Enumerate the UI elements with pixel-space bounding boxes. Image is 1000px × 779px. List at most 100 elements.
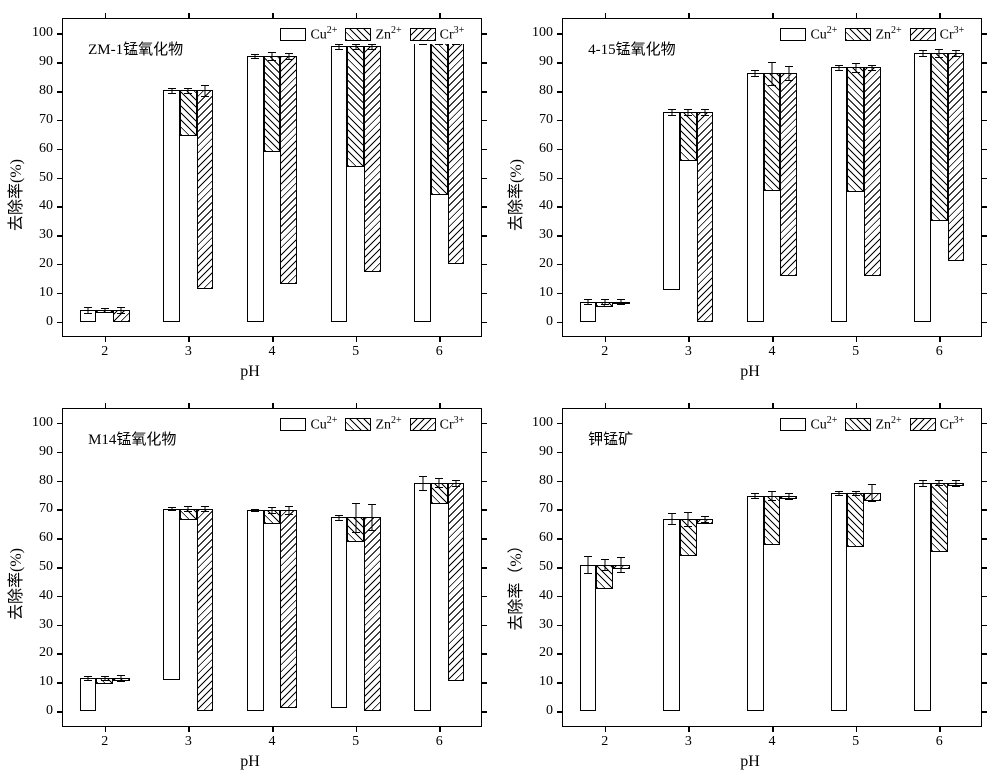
ytick bbox=[57, 235, 63, 237]
bar-cr bbox=[364, 46, 381, 272]
y-axis-label: 去除率（%） bbox=[502, 537, 526, 630]
bar-cr bbox=[864, 493, 881, 502]
bar-group bbox=[247, 56, 297, 336]
xtick bbox=[188, 13, 190, 19]
ytick-label: 40 bbox=[39, 198, 53, 214]
bar-zn bbox=[764, 73, 781, 191]
ytick bbox=[557, 682, 563, 684]
ytick-label: 0 bbox=[46, 314, 53, 330]
xtick-label: 5 bbox=[852, 344, 859, 360]
bar-zn bbox=[596, 565, 613, 589]
ytick bbox=[981, 62, 987, 64]
ytick-label: 50 bbox=[539, 559, 553, 575]
bar-cr bbox=[113, 310, 130, 321]
bar-zn bbox=[680, 519, 697, 556]
xtick-label: 6 bbox=[936, 344, 943, 360]
panel-title: 钾锰矿 bbox=[588, 428, 633, 449]
legend-swatch bbox=[845, 28, 871, 41]
bar-cu bbox=[914, 483, 931, 711]
ytick bbox=[557, 149, 563, 151]
legend-label: Cr3+ bbox=[940, 415, 965, 434]
legend-label: Cu2+ bbox=[310, 415, 337, 434]
legend-item-cr: Cr3+ bbox=[910, 415, 965, 434]
ytick bbox=[481, 206, 487, 208]
xtick bbox=[856, 13, 858, 19]
y-axis-label: 去除率(%) bbox=[2, 548, 26, 620]
xtick-label: 4 bbox=[269, 734, 276, 750]
xtick bbox=[356, 403, 358, 409]
ytick-label: 90 bbox=[39, 54, 53, 70]
ytick bbox=[981, 264, 987, 266]
legend-label: Cu2+ bbox=[810, 415, 837, 434]
figure: 010203040506070809010023456ZM-1锰氧化物Cu2+Z… bbox=[0, 0, 1000, 779]
ytick bbox=[481, 235, 487, 237]
ytick-label: 70 bbox=[539, 112, 553, 128]
ytick-label: 40 bbox=[539, 198, 553, 214]
bar-zn bbox=[764, 496, 781, 545]
legend-swatch bbox=[780, 418, 806, 431]
panel-m14: 010203040506070809010023456M14锰氧化物Cu2+Zn… bbox=[0, 390, 500, 779]
bar-group bbox=[80, 678, 130, 725]
ytick bbox=[981, 538, 987, 540]
xtick bbox=[439, 13, 441, 19]
ytick bbox=[557, 33, 563, 35]
bar-group bbox=[663, 112, 713, 336]
ytick bbox=[57, 682, 63, 684]
bar-group bbox=[747, 496, 797, 726]
xtick bbox=[939, 726, 941, 732]
ytick bbox=[57, 596, 63, 598]
bar-group bbox=[747, 73, 797, 336]
ytick bbox=[981, 149, 987, 151]
ytick bbox=[57, 178, 63, 180]
legend-item-cr: Cr3+ bbox=[410, 25, 465, 44]
xtick bbox=[105, 726, 107, 732]
bar-group bbox=[831, 493, 881, 726]
bar-cu bbox=[331, 517, 348, 708]
bar-cr bbox=[280, 56, 297, 284]
ytick-label: 100 bbox=[32, 415, 53, 431]
bar-cr bbox=[697, 112, 714, 322]
ytick bbox=[57, 91, 63, 93]
ytick bbox=[557, 653, 563, 655]
legend-item-zn: Zn2+ bbox=[345, 415, 401, 434]
ytick bbox=[557, 452, 563, 454]
xtick bbox=[688, 13, 690, 19]
bar-cr bbox=[697, 519, 714, 525]
bar-cr bbox=[448, 42, 465, 265]
bar-cr bbox=[948, 53, 965, 261]
ytick bbox=[981, 596, 987, 598]
xtick bbox=[188, 336, 190, 342]
legend-item-cr: Cr3+ bbox=[910, 25, 965, 44]
ytick bbox=[481, 682, 487, 684]
plot-area: 010203040506070809010023456ZM-1锰氧化物Cu2+Z… bbox=[62, 18, 482, 337]
xtick bbox=[605, 13, 607, 19]
plot-area: 0102030405060708090100234564-15锰氧化物Cu2+Z… bbox=[562, 18, 982, 337]
xtick bbox=[105, 336, 107, 342]
xtick bbox=[688, 403, 690, 409]
ytick-label: 20 bbox=[39, 256, 53, 272]
legend-label: Cr3+ bbox=[440, 25, 465, 44]
bar-cr bbox=[948, 483, 965, 486]
ytick bbox=[481, 293, 487, 295]
xtick bbox=[856, 726, 858, 732]
bar-zn bbox=[264, 56, 281, 152]
xtick bbox=[356, 336, 358, 342]
bar-cr bbox=[197, 90, 214, 288]
xtick bbox=[272, 403, 274, 409]
ytick-label: 30 bbox=[539, 227, 553, 243]
ytick bbox=[557, 509, 563, 511]
bar-group bbox=[331, 517, 381, 725]
plot-area: 010203040506070809010023456钾锰矿Cu2+Zn2+Cr… bbox=[562, 408, 982, 727]
xtick-label: 5 bbox=[852, 734, 859, 750]
panel-title: M14锰氧化物 bbox=[88, 428, 176, 449]
bar-cu bbox=[663, 519, 680, 711]
bar-group bbox=[247, 510, 297, 725]
bar-cu bbox=[247, 56, 264, 322]
legend-label: Cr3+ bbox=[940, 25, 965, 44]
ytick-label: 50 bbox=[39, 559, 53, 575]
ytick-label: 10 bbox=[539, 674, 553, 690]
panel-zm1: 010203040506070809010023456ZM-1锰氧化物Cu2+Z… bbox=[0, 0, 500, 389]
ytick bbox=[557, 481, 563, 483]
ytick bbox=[981, 481, 987, 483]
xtick-label: 5 bbox=[352, 344, 359, 360]
